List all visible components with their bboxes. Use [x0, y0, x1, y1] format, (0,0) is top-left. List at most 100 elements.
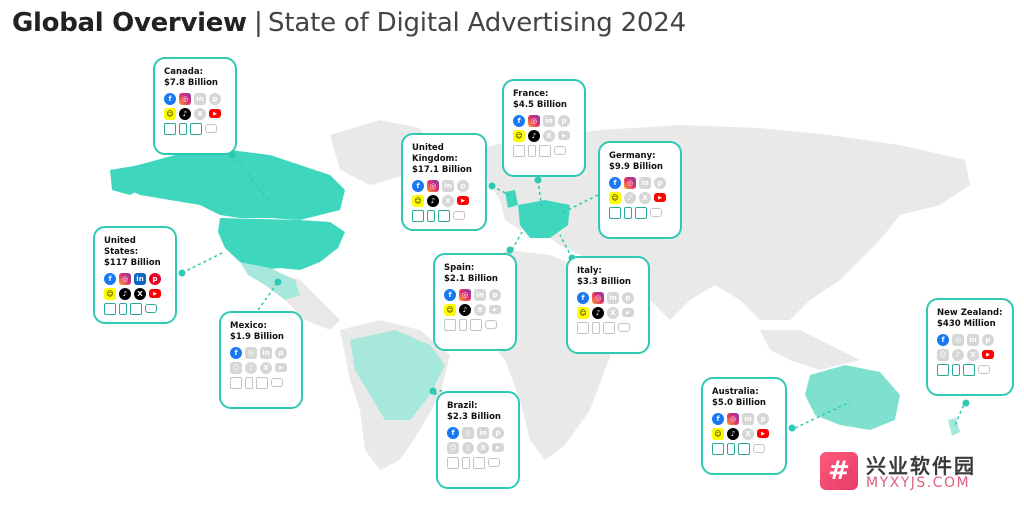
platform-icon-row [609, 207, 672, 219]
watermark-text: 兴业软件园 [866, 454, 976, 478]
x-icon: X [742, 428, 754, 440]
country-card-france: France: $4.5 Billion f ◎ in p ☺ ♪ X ▶ [502, 79, 586, 177]
desktop-icon [577, 322, 589, 334]
se-asia [760, 330, 860, 370]
alaska-region [110, 165, 150, 195]
ctv-icon [190, 123, 202, 135]
desktop-icon [104, 303, 116, 315]
usa-region [218, 218, 345, 270]
ctv-icon [603, 322, 615, 334]
snapchat-icon: ☺ [230, 362, 242, 374]
country-card-united-states: United States: $117 Billion f ◎ in p ☺ ♪ X ▶ [93, 226, 177, 324]
europe-highlight [518, 200, 570, 238]
country-value: $3.3 Billion [577, 277, 631, 287]
snapchat-icon: ☺ [412, 195, 424, 207]
eurasia [470, 125, 970, 320]
tiktok-icon: ♪ [592, 307, 604, 319]
facebook-icon: f [230, 347, 242, 359]
page-subtitle: State of Digital Advertising 2024 [268, 8, 686, 38]
tiktok-icon: ♪ [727, 428, 739, 440]
x-icon: X [607, 307, 619, 319]
snapchat-icon: ☺ [164, 108, 176, 120]
facebook-icon: f [937, 334, 949, 346]
ctv-icon [963, 364, 975, 376]
mobile-icon [427, 210, 435, 222]
pinterest-icon: p [209, 93, 221, 105]
x-icon: X [477, 442, 489, 454]
country-name: Mexico: [230, 321, 267, 331]
connector-lines [181, 154, 967, 429]
mexico-region [240, 262, 300, 300]
platform-icon-row [164, 123, 227, 135]
mobile-icon [952, 364, 960, 376]
x-icon: X [442, 195, 454, 207]
youtube-icon: ▶ [457, 196, 469, 205]
tv-icon [453, 211, 465, 220]
desktop-icon [712, 443, 724, 455]
tv-icon [554, 146, 566, 155]
tiktok-icon: ♪ [624, 192, 636, 204]
snapchat-icon: ☺ [444, 304, 456, 316]
platform-icon-row: f ◎ in p [230, 347, 293, 359]
youtube-icon: ▶ [558, 131, 570, 140]
x-icon: X [543, 130, 555, 142]
facebook-icon: f [164, 93, 176, 105]
linkedin-icon: in [194, 93, 206, 105]
linkedin-icon: in [260, 347, 272, 359]
snapchat-icon: ☺ [513, 130, 525, 142]
tv-icon [271, 378, 283, 387]
country-value: $1.9 Billion [230, 332, 284, 342]
platform-icon-row: ☺ ♪ X ▶ [230, 362, 293, 374]
platform-icon-row: f ◎ in p [712, 413, 777, 425]
linkedin-icon: in [543, 115, 555, 127]
pinterest-icon: p [149, 273, 161, 285]
linkedin-icon: in [607, 292, 619, 304]
tiktok-icon: ♪ [179, 108, 191, 120]
desktop-icon [447, 457, 459, 469]
platform-icon-row [577, 322, 640, 334]
tiktok-icon: ♪ [459, 304, 471, 316]
x-icon: X [639, 192, 651, 204]
x-icon: X [260, 362, 272, 374]
platform-icon-row: f ◎ in p [609, 177, 672, 189]
snapchat-icon: ☺ [104, 288, 116, 300]
country-name: Spain: [444, 263, 475, 273]
x-icon: X [474, 304, 486, 316]
linkedin-icon: in [442, 180, 454, 192]
country-value: $2.1 Billion [444, 274, 498, 284]
youtube-icon: ▶ [654, 193, 666, 202]
ctv-icon [738, 443, 750, 455]
snapchat-icon: ☺ [712, 428, 724, 440]
country-name: Brazil: [447, 401, 478, 411]
tiktok-icon: ♪ [528, 130, 540, 142]
instagram-icon: ◎ [245, 347, 257, 359]
tiktok-icon: ♪ [245, 362, 257, 374]
page-title: Global Overview [12, 8, 247, 38]
ctv-icon [438, 210, 450, 222]
platform-icon-row [712, 443, 777, 455]
pinterest-icon: p [457, 180, 469, 192]
pinterest-icon: p [558, 115, 570, 127]
x-icon: X [134, 288, 146, 300]
ctv-icon [473, 457, 485, 469]
instagram-icon: ◎ [427, 180, 439, 192]
youtube-icon: ▶ [149, 289, 161, 298]
instagram-icon: ◎ [727, 413, 739, 425]
platform-icon-row: f ◎ in p [412, 180, 477, 192]
brazil-region [350, 330, 445, 420]
youtube-icon: ▶ [275, 363, 287, 372]
mobile-icon [528, 145, 536, 157]
mobile-icon [179, 123, 187, 135]
facebook-icon: f [104, 273, 116, 285]
tv-icon [650, 208, 662, 217]
instagram-icon: ◎ [624, 177, 636, 189]
ctv-icon [635, 207, 647, 219]
x-icon: X [967, 349, 979, 361]
country-name: Canada: [164, 67, 203, 77]
title-separator: | [254, 6, 263, 37]
mobile-icon [245, 377, 253, 389]
platform-icon-row: ☺ ♪ X ▶ [577, 307, 640, 319]
country-name: New Zealand: [937, 308, 1003, 318]
platform-icon-row: f ◎ in p [104, 273, 167, 285]
watermark-url: MYXYJS.COM [866, 475, 971, 491]
